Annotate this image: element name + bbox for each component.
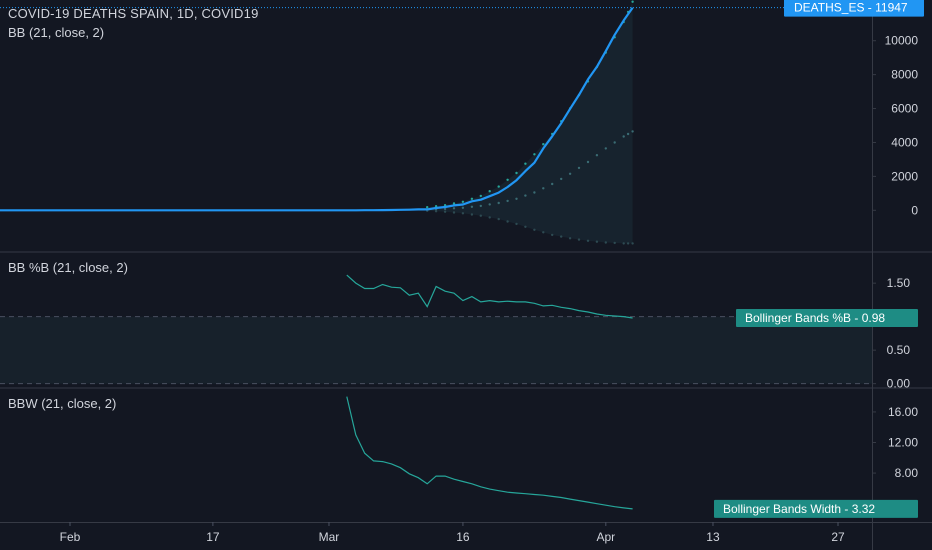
basis-band-dot (443, 207, 447, 211)
pctb-line (346, 274, 633, 319)
basis-band-dot (622, 135, 625, 138)
indicator-bb-label[interactable]: BB (21, close, 2) (8, 25, 105, 40)
basis-band-dot (452, 207, 456, 210)
basis-band-dot (479, 204, 482, 208)
lower-band-dot (551, 233, 554, 237)
y-tick-label: 4000 (891, 135, 918, 149)
lower-band-dot (533, 228, 536, 231)
chart-title: COVID-19 DEATHS SPAIN, 1D, COVID19 (8, 6, 259, 21)
lower-band-dot (497, 217, 500, 221)
y-tick-label: 2000 (891, 169, 918, 183)
pctb-band-background (0, 316, 872, 384)
lower-band-dot (568, 237, 572, 240)
bbw-value-label: Bollinger Bands Width - 3.32 (723, 502, 875, 516)
lower-band-dot (515, 222, 518, 226)
lower-band-dot (542, 231, 545, 234)
y-tick-label: 0.50 (887, 343, 911, 357)
lower-band-dot (461, 212, 465, 215)
basis-band-dot (560, 177, 563, 181)
basis-band-dot (506, 199, 509, 203)
upper-band-dot (506, 178, 509, 181)
upper-band-dot (488, 190, 491, 193)
upper-band-dot (479, 194, 482, 198)
basis-band-dot (568, 172, 572, 175)
y-tick-label: 16.00 (888, 405, 918, 419)
x-tick-label: 13 (706, 530, 720, 544)
pctb-value-label-bg (736, 308, 918, 327)
y-tick-label: 0 (911, 203, 918, 217)
x-tick-label: Apr (596, 530, 615, 544)
x-tick-label: Feb (60, 530, 81, 544)
basis-band-dot (586, 160, 590, 164)
upper-band-dot (434, 205, 438, 208)
upper-band-dot (542, 143, 545, 146)
indicator-pctb-label[interactable]: BB %B (21, close, 2) (8, 260, 128, 275)
lower-band-dot (560, 235, 563, 238)
upper-band-dot (426, 206, 429, 209)
lower-band-dot (577, 238, 581, 241)
basis-band-dot (515, 197, 518, 200)
x-tick-label: 17 (206, 530, 220, 544)
deaths-es-line (0, 7, 634, 212)
y-tick-label: 1.50 (887, 276, 911, 290)
y-tick-label: 12.00 (888, 436, 918, 450)
upper-band-dot (452, 202, 456, 205)
bollinger-band-fill (427, 1, 633, 244)
upper-band-dot (524, 162, 527, 165)
basis-band-dot (488, 203, 491, 206)
lower-band-dot (452, 211, 456, 214)
basis-band-dot (631, 130, 634, 133)
basis-band-dot (524, 194, 527, 197)
indicator-bbw-label[interactable]: BBW (21, close, 2) (8, 396, 117, 411)
pctb-value-label: Bollinger Bands %B - 0.98 (745, 311, 885, 325)
basis-band-dot (470, 205, 474, 208)
y-tick-label: 8.00 (895, 466, 919, 480)
basis-band-dot (551, 182, 554, 186)
deaths-es-value-label-bg (784, 0, 924, 17)
lower-band-dot (604, 241, 607, 244)
lower-band-dot (622, 242, 625, 245)
y-tick-label: 0.00 (887, 377, 911, 391)
lower-band-dots (426, 209, 634, 245)
lower-band-dot (524, 225, 527, 228)
lower-band-dot (595, 240, 599, 243)
basis-band-dot (533, 191, 536, 194)
basis-band-dot (626, 132, 630, 136)
basis-band-dot (577, 166, 581, 170)
lower-band-dot (506, 220, 509, 223)
basis-band-dot (604, 147, 607, 150)
upper-band-dot (461, 200, 465, 203)
lower-band-dot (479, 214, 482, 217)
deaths-es-value-label: DEATHS_ES - 11947 (794, 1, 908, 15)
lower-band-dot (626, 242, 630, 245)
y-tick-label: 10000 (885, 34, 919, 48)
basis-band-dot (595, 154, 599, 157)
y-tick-label: 6000 (891, 102, 918, 116)
upper-band-dot (497, 185, 500, 188)
basis-band-dot (613, 141, 616, 144)
upper-band-dot (470, 197, 474, 200)
y-tick-label: 8000 (891, 68, 918, 82)
upper-band-dot (631, 0, 634, 3)
lower-band-dot (470, 213, 474, 216)
bbw-value-label-bg (714, 499, 918, 518)
lower-band-dot (488, 216, 491, 219)
lower-band-dot (613, 241, 616, 245)
x-tick-label: 27 (831, 530, 845, 544)
upper-band-dot (515, 171, 518, 175)
lower-band-dot (434, 210, 438, 213)
x-tick-label: Mar (319, 530, 340, 544)
lower-band-dot (443, 210, 447, 213)
basis-band-dot (542, 187, 545, 190)
lower-band-dot (631, 242, 634, 245)
lower-band-dot (586, 239, 590, 242)
x-tick-label: 16 (456, 530, 470, 544)
basis-band-dot (461, 206, 465, 209)
basis-band-dot (497, 201, 500, 205)
upper-band-dot (533, 153, 536, 156)
bbw-line (346, 396, 633, 510)
